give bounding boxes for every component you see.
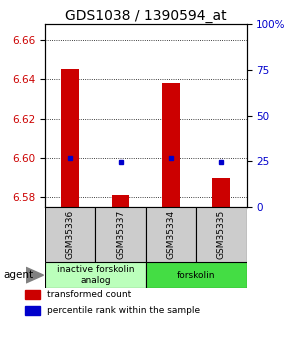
Bar	[45, 207, 95, 262]
Text: GSM35334: GSM35334	[166, 210, 175, 259]
Text: forskolin: forskolin	[177, 270, 215, 280]
Bar	[112, 195, 129, 207]
Bar	[45, 262, 146, 288]
Bar	[25, 290, 40, 299]
Bar	[213, 178, 230, 207]
Text: GSM35336: GSM35336	[66, 210, 75, 259]
Bar	[196, 207, 246, 262]
Bar	[61, 69, 79, 207]
Text: agent: agent	[3, 270, 33, 280]
Bar	[162, 83, 180, 207]
Bar	[146, 262, 246, 288]
Text: percentile rank within the sample: percentile rank within the sample	[46, 306, 200, 315]
Text: GSM35335: GSM35335	[217, 210, 226, 259]
Bar	[95, 207, 146, 262]
Text: inactive forskolin
analog: inactive forskolin analog	[57, 265, 134, 285]
Text: GSM35337: GSM35337	[116, 210, 125, 259]
Bar	[25, 306, 40, 315]
Polygon shape	[26, 267, 44, 283]
Title: GDS1038 / 1390594_at: GDS1038 / 1390594_at	[65, 9, 226, 23]
Bar	[146, 207, 196, 262]
Text: transformed count: transformed count	[46, 290, 131, 299]
